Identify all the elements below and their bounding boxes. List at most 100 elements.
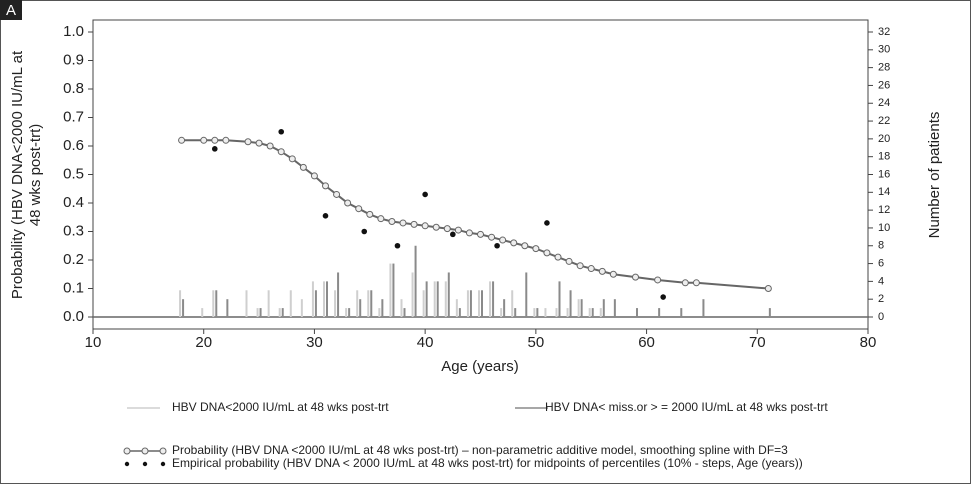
bar xyxy=(411,272,414,317)
y2-tick-label: 0 xyxy=(878,311,884,323)
bar xyxy=(613,299,616,317)
x-tick-label: 80 xyxy=(860,334,877,351)
y2-tick-label: 20 xyxy=(878,133,890,145)
bar xyxy=(337,272,340,317)
bar xyxy=(281,308,284,317)
legend-swatch-marker xyxy=(142,461,148,467)
line-marker xyxy=(366,210,374,218)
line-marker xyxy=(488,233,496,241)
y-tick-label: 1.0 xyxy=(63,23,84,40)
y2-tick-label: 22 xyxy=(878,115,890,127)
bar xyxy=(348,308,351,317)
line-marker xyxy=(454,226,462,234)
empirical-dot xyxy=(278,128,285,135)
empirical-dot xyxy=(494,242,500,249)
y2-tick-label: 10 xyxy=(878,222,890,234)
legend-label: Probability (HBV DNA <2000 IU/mL at 48 w… xyxy=(172,443,788,457)
bar xyxy=(201,308,204,317)
bar xyxy=(433,281,436,317)
line-marker xyxy=(178,136,186,144)
bar xyxy=(367,290,370,317)
x-tick-label: 70 xyxy=(749,334,766,351)
bar xyxy=(466,290,469,317)
bar xyxy=(566,308,569,317)
y2-tick-label: 16 xyxy=(878,168,890,180)
bar xyxy=(555,308,558,317)
bar xyxy=(215,290,218,317)
bar xyxy=(602,299,605,317)
y2-tick-label: 6 xyxy=(878,257,884,269)
y2-tick-label: 26 xyxy=(878,79,890,91)
bar xyxy=(544,308,547,317)
line-marker xyxy=(510,239,518,247)
bar xyxy=(525,272,528,317)
bar xyxy=(636,308,638,317)
bar xyxy=(179,290,182,317)
empirical-dot xyxy=(211,146,218,152)
y-tick-label: 0.5 xyxy=(63,165,84,182)
bar xyxy=(447,272,450,317)
y2-tick-label: 14 xyxy=(878,186,890,198)
y2-tick-label: 24 xyxy=(878,97,890,109)
y-axis-label: 48 wks post-trt) xyxy=(27,124,44,227)
empirical-dot xyxy=(450,231,456,238)
bar xyxy=(422,290,425,317)
bar xyxy=(334,290,337,317)
bar xyxy=(533,308,536,317)
empirical-dot xyxy=(394,242,401,249)
empirical-dot xyxy=(422,191,428,198)
bar xyxy=(359,299,362,317)
bar xyxy=(577,299,580,317)
x-tick-label: 10 xyxy=(85,334,102,351)
bar xyxy=(345,308,348,317)
x-tick-label: 40 xyxy=(417,334,434,351)
line-marker xyxy=(388,218,396,226)
bar xyxy=(599,308,602,317)
bar xyxy=(226,299,229,317)
line-marker xyxy=(333,190,341,198)
y-tick-label: 0.8 xyxy=(63,80,84,97)
line-marker xyxy=(255,139,263,147)
bar xyxy=(444,281,447,317)
y-tick-label: 0.2 xyxy=(63,251,84,268)
legend-label: HBV DNA< miss.or > = 2000 IU/mL at 48 wk… xyxy=(545,400,828,414)
line-marker xyxy=(310,172,318,180)
line-marker xyxy=(432,223,440,231)
line-marker xyxy=(692,279,700,287)
legend-swatch-marker xyxy=(124,461,130,467)
bar xyxy=(245,290,248,317)
bar xyxy=(436,281,439,317)
bar xyxy=(458,308,461,317)
line-marker xyxy=(299,163,307,171)
bar xyxy=(414,245,417,317)
bar xyxy=(392,263,395,317)
bar xyxy=(278,308,281,317)
line-marker xyxy=(565,257,573,265)
x-tick-label: 60 xyxy=(638,334,655,351)
bar xyxy=(580,299,583,317)
bar xyxy=(300,299,303,317)
line-marker xyxy=(576,262,584,270)
bar xyxy=(314,290,317,317)
bar xyxy=(478,290,480,317)
bar xyxy=(492,281,495,317)
y2-tick-label: 4 xyxy=(878,275,884,287)
line-marker xyxy=(499,236,507,244)
legend-swatch-marker xyxy=(159,447,167,455)
x-axis-label: Age (years) xyxy=(441,358,519,375)
bar xyxy=(702,299,705,317)
y2-axis-label: Number of patients xyxy=(926,112,943,239)
y-tick-label: 0.4 xyxy=(63,194,84,211)
line-marker xyxy=(587,265,595,273)
x-tick-label: 30 xyxy=(306,334,323,351)
y-axis-label: Probability (HBV DNA<2000 IU/mL at xyxy=(9,50,26,299)
line-marker xyxy=(421,222,429,230)
bar xyxy=(256,308,259,317)
bar xyxy=(500,308,503,317)
y-tick-label: 0.6 xyxy=(63,137,84,154)
line-marker xyxy=(222,136,230,144)
y-tick-label: 0.1 xyxy=(63,279,84,296)
y2-tick-label: 12 xyxy=(878,204,890,216)
bar xyxy=(503,299,506,317)
line-marker xyxy=(443,225,451,233)
